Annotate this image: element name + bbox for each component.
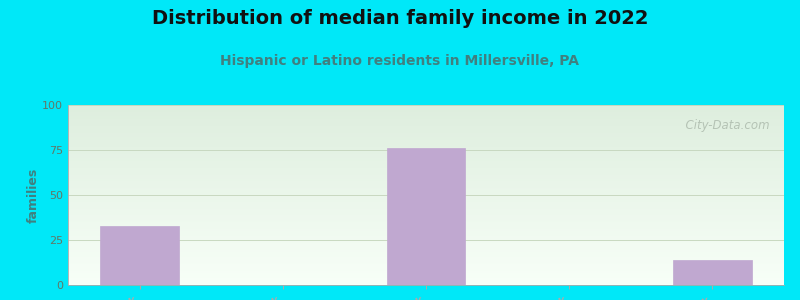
Bar xyxy=(673,260,752,285)
Y-axis label: families: families xyxy=(26,167,39,223)
Text: Distribution of median family income in 2022: Distribution of median family income in … xyxy=(152,9,648,28)
Bar xyxy=(386,148,466,285)
Bar xyxy=(100,226,179,285)
Text: City-Data.com: City-Data.com xyxy=(678,119,770,132)
Text: Hispanic or Latino residents in Millersville, PA: Hispanic or Latino residents in Millersv… xyxy=(221,54,579,68)
